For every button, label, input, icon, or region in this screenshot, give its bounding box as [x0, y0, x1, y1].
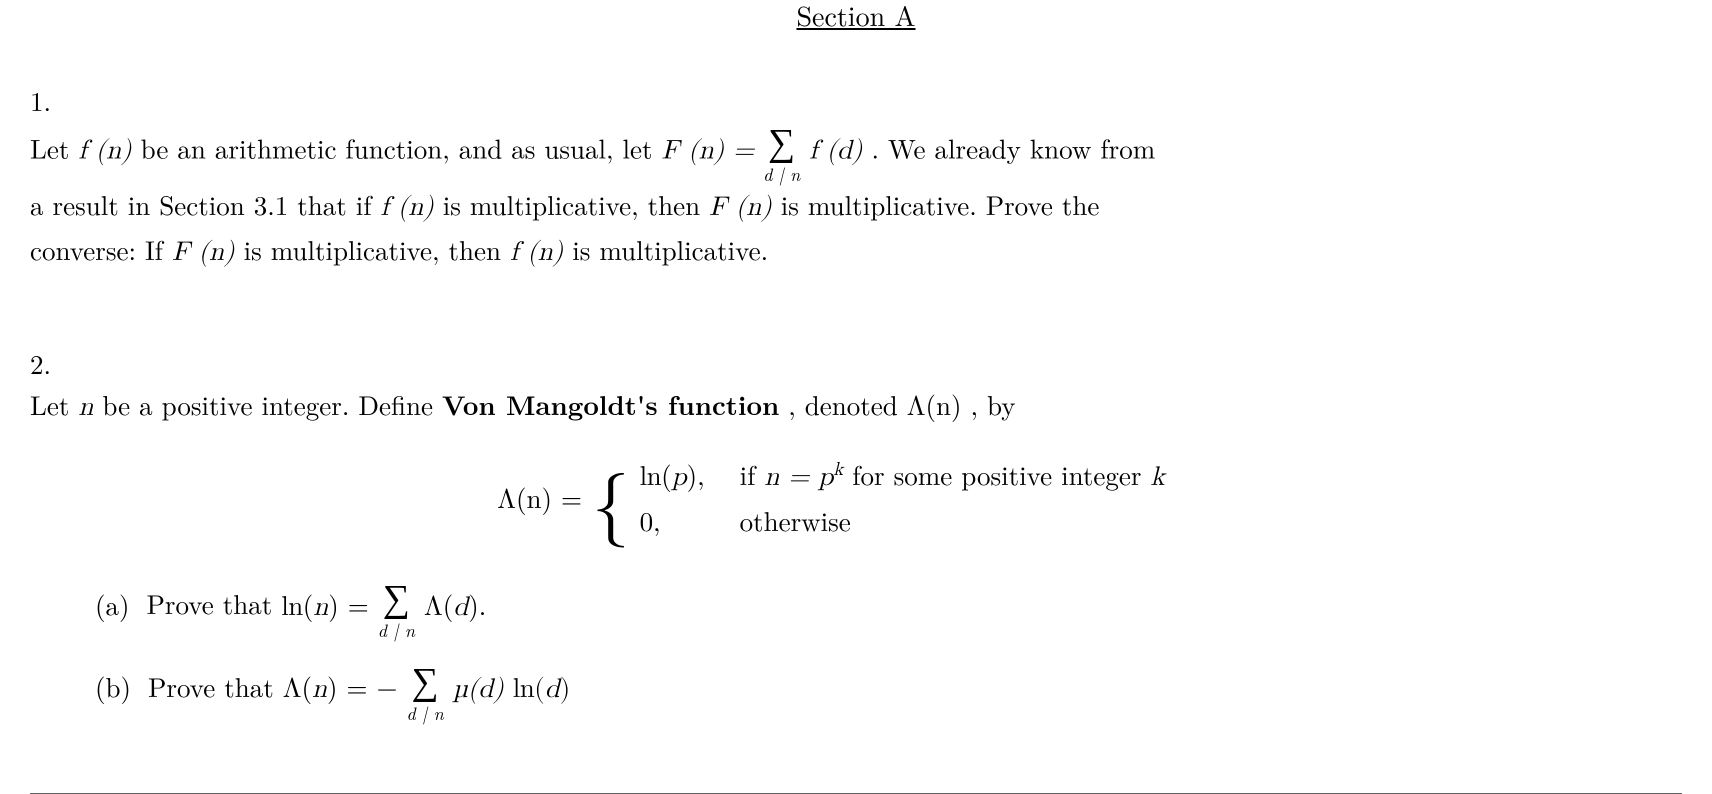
sum-limit: d | n [763, 166, 800, 184]
problem-2-number: 2. [30, 343, 75, 384]
case-2-condition: otherwise [740, 499, 851, 542]
text: . We already know from [872, 128, 1156, 166]
text: Prove that [148, 667, 283, 705]
text: for some positive integer [852, 455, 1150, 493]
text: is multiplicative. [572, 230, 768, 268]
case-row-1: ln(p), if n = pk for some positive integ… [640, 453, 1165, 499]
math-fn: f (n) [78, 137, 131, 164]
problem-1: 1. Let f (n) be an arithmetic function, … [30, 80, 1682, 273]
text: if [740, 455, 765, 493]
math-summand: µ(d) ln(d) [453, 676, 571, 703]
math-Fn: F (n) [709, 194, 772, 221]
text: , denoted [788, 385, 907, 423]
left-brace-icon: { [592, 464, 630, 532]
case-1-value: ln(p), [640, 453, 715, 499]
case-row-2: 0, otherwise [640, 499, 1165, 542]
math-fn: f (n) [381, 194, 434, 221]
def-lhs: Λ(n) = [497, 477, 582, 518]
sum-symbol: ∑ d | n [407, 660, 444, 723]
sub-a-label: (a) [95, 585, 130, 623]
text: Let [30, 385, 78, 423]
math-fn: f (n) [510, 239, 563, 266]
problem-1-number: 1. [30, 80, 75, 121]
von-mangoldt-definition: Λ(n) = { ln(p), if n = pk for some posit… [30, 453, 1632, 542]
math-lhs: ln(n) = [281, 585, 378, 623]
text: be an arithmetic function, and as usual,… [141, 128, 662, 166]
text: Let [30, 128, 78, 166]
text: is multiplicative, then [244, 230, 510, 268]
cases-block: ln(p), if n = pk for some positive integ… [640, 453, 1165, 542]
math-k: k [1150, 464, 1164, 491]
math-Fn-eq: F (n) = [662, 137, 764, 164]
section-header: Section A [30, 0, 1682, 35]
sum-limit: d | n [407, 705, 444, 723]
text: , by [971, 385, 1016, 423]
exponent: k [833, 460, 843, 479]
text: converse: If [30, 230, 172, 268]
sum-symbol: ∑ d | n [378, 577, 415, 640]
case-2-value: 0, [640, 499, 715, 542]
math-expr: n = p [764, 464, 833, 491]
math-lhs: Λ(n) = − [283, 667, 407, 705]
math-n: n [78, 394, 93, 421]
sigma-icon: ∑ [412, 652, 439, 706]
subproblem-b: (b) Prove that Λ(n) = − ∑ d | n µ(d) ln(… [95, 660, 1632, 723]
problem-2: 2. Let n be a positive integer. Define V… [30, 343, 1682, 723]
math-summand: f (d) [809, 137, 862, 164]
sum-limit: d | n [378, 622, 415, 640]
problem-2-body: Let n be a positive integer. Define Von … [30, 384, 1632, 723]
subproblem-a: (a) Prove that ln(n) = ∑ d | n Λ(d). [95, 577, 1632, 640]
text: be a positive integer. Define [102, 385, 442, 423]
text: a result in Section 3.1 that if [30, 185, 381, 223]
math-summand: Λ(d). [424, 585, 486, 623]
term-bold: Von Mangoldt's function [442, 384, 779, 423]
sigma-icon: ∑ [383, 569, 410, 623]
sub-b-label: (b) [95, 667, 131, 705]
case-1-condition: if n = pk for some positive integer k [740, 453, 1165, 499]
text: is multiplicative. Prove the [781, 185, 1100, 223]
sum-symbol: ∑ d | n [763, 121, 800, 185]
math-Fn: F (n) [172, 239, 235, 266]
text: Prove that [147, 585, 282, 623]
math-lambda-n: Λ(n) [907, 385, 962, 423]
sigma-icon: ∑ [768, 113, 795, 167]
text: is multiplicative, then [443, 185, 709, 223]
problem-1-body: Let f (n) be an arithmetic function, and… [30, 121, 1632, 274]
